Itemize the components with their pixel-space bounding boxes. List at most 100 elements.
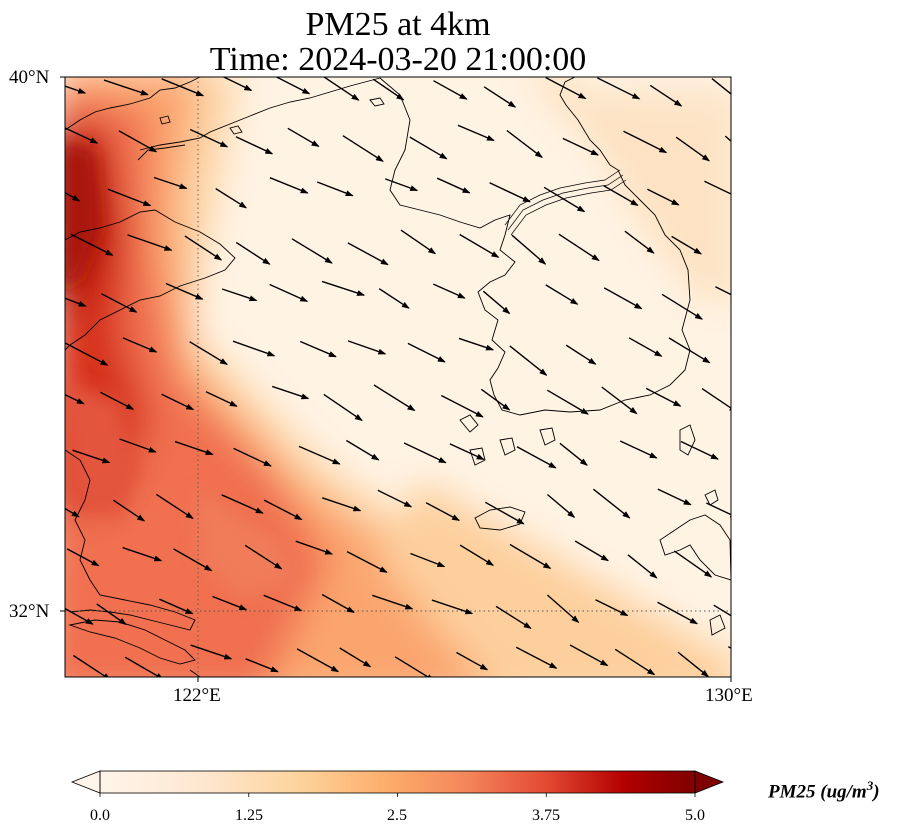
coastlines (65, 77, 731, 677)
wind-arrow (677, 651, 710, 677)
wind-arrow (275, 77, 311, 95)
wind-arrow (295, 540, 334, 555)
wind-arrow (400, 229, 437, 255)
wind-arrow (316, 181, 354, 197)
wind-arrow (321, 497, 362, 512)
wind-arrow (562, 137, 600, 156)
wind-arrow (373, 384, 416, 412)
wind-arrow (184, 235, 223, 261)
wind-arrow (614, 648, 656, 676)
wind-arrow (459, 233, 500, 258)
wind-arrow (73, 654, 112, 677)
wind-arrow (159, 598, 194, 615)
wind-arrow (235, 136, 274, 155)
wind-arrow (627, 554, 658, 579)
colorbar-extend-min (70, 770, 101, 794)
wind-arrow (378, 288, 410, 309)
wind-arrow (122, 546, 163, 562)
wind-arrow (245, 658, 279, 673)
wind-arrow (384, 178, 419, 192)
wind-arrow (232, 340, 276, 357)
lon-tick-122e: 122°E (173, 685, 221, 706)
wind-arrow (543, 186, 586, 213)
wind-arrow (511, 234, 547, 265)
wind-arrow (65, 127, 99, 144)
colorbar-label: PM25 (ug/m3) (768, 776, 880, 801)
wind-arrow (65, 297, 87, 307)
axis-tick-marks (60, 76, 732, 682)
wind-arrow (509, 543, 552, 570)
wind-arrow (235, 241, 271, 265)
wind-arrow (407, 342, 446, 363)
wind-arrow (65, 607, 94, 625)
wind-arrow (291, 238, 333, 264)
colorbar-tick-0: 0.0 (90, 807, 110, 824)
map-title-line-1: PM25 at 4km (305, 6, 491, 43)
wind-arrow (425, 502, 460, 522)
wind-arrow (449, 443, 485, 461)
wind-arrow (263, 594, 303, 612)
wind-arrow (212, 595, 248, 611)
wind-arrow (189, 128, 229, 148)
wind-arrow (715, 286, 731, 296)
wind-arrow (65, 342, 109, 366)
pm25-field (65, 77, 731, 677)
lon-tick-130e: 130°E (705, 685, 753, 706)
lat-tick-32n: 32°N (9, 601, 50, 622)
wind-arrow (595, 599, 629, 617)
wind-arrow (649, 84, 683, 107)
wind-arrow (569, 644, 609, 667)
wind-arrow (269, 283, 309, 303)
wind-arrow (118, 130, 158, 153)
wind-arrow (489, 182, 531, 203)
wind-arrow (271, 385, 310, 400)
wind-arrow (484, 501, 525, 525)
wind-arrow (153, 176, 188, 190)
colorbar-label-superscript: 3 (866, 778, 874, 793)
wind-arrow (161, 78, 205, 97)
wind-arrow (189, 341, 228, 365)
wind-arrow (96, 603, 127, 625)
wind-arrow (72, 449, 111, 464)
wind-arrow (440, 394, 484, 418)
wind-arrow (596, 77, 641, 100)
wind-arrow (372, 594, 414, 610)
wind-arrow (409, 136, 448, 160)
wind-arrow (100, 391, 135, 410)
wind-arrow (738, 342, 767, 362)
wind-arrow (711, 78, 731, 95)
wind-arrow (65, 85, 87, 94)
wind-arrow (645, 387, 682, 407)
map-frame (64, 76, 732, 678)
wind-arrow (403, 442, 447, 464)
wind-arrow (546, 493, 576, 518)
wind-arrow (565, 344, 597, 365)
wind-arrow (65, 393, 85, 405)
wind-arrow (65, 507, 80, 518)
wind-arrow (377, 489, 413, 508)
wind-arrow (156, 493, 194, 519)
wind-arrow (221, 288, 258, 302)
colorbar-label-text: PM25 (ug/m (768, 781, 867, 803)
wind-arrow (619, 440, 658, 459)
wind-arrow (70, 233, 114, 256)
wind-arrow (433, 80, 468, 100)
wind-arrow (300, 340, 337, 358)
wind-arrow (459, 544, 495, 566)
wind-arrow (661, 293, 703, 320)
wind-arrow (323, 393, 363, 421)
wind-arrow (457, 124, 495, 142)
wind-arrow (673, 550, 713, 578)
wind-arrow (601, 386, 638, 415)
wind-arrow (322, 77, 360, 101)
wind-arrow (107, 188, 152, 207)
wind-arrow (559, 442, 588, 466)
wind-arrow (483, 86, 517, 108)
wind-arrow (657, 488, 692, 506)
wind-arrow (558, 233, 600, 262)
colorbar (70, 770, 725, 797)
wind-arrow (623, 130, 668, 154)
wind-arrow (546, 389, 589, 415)
wind-arrow (321, 593, 355, 614)
wind-arrow (165, 282, 204, 300)
